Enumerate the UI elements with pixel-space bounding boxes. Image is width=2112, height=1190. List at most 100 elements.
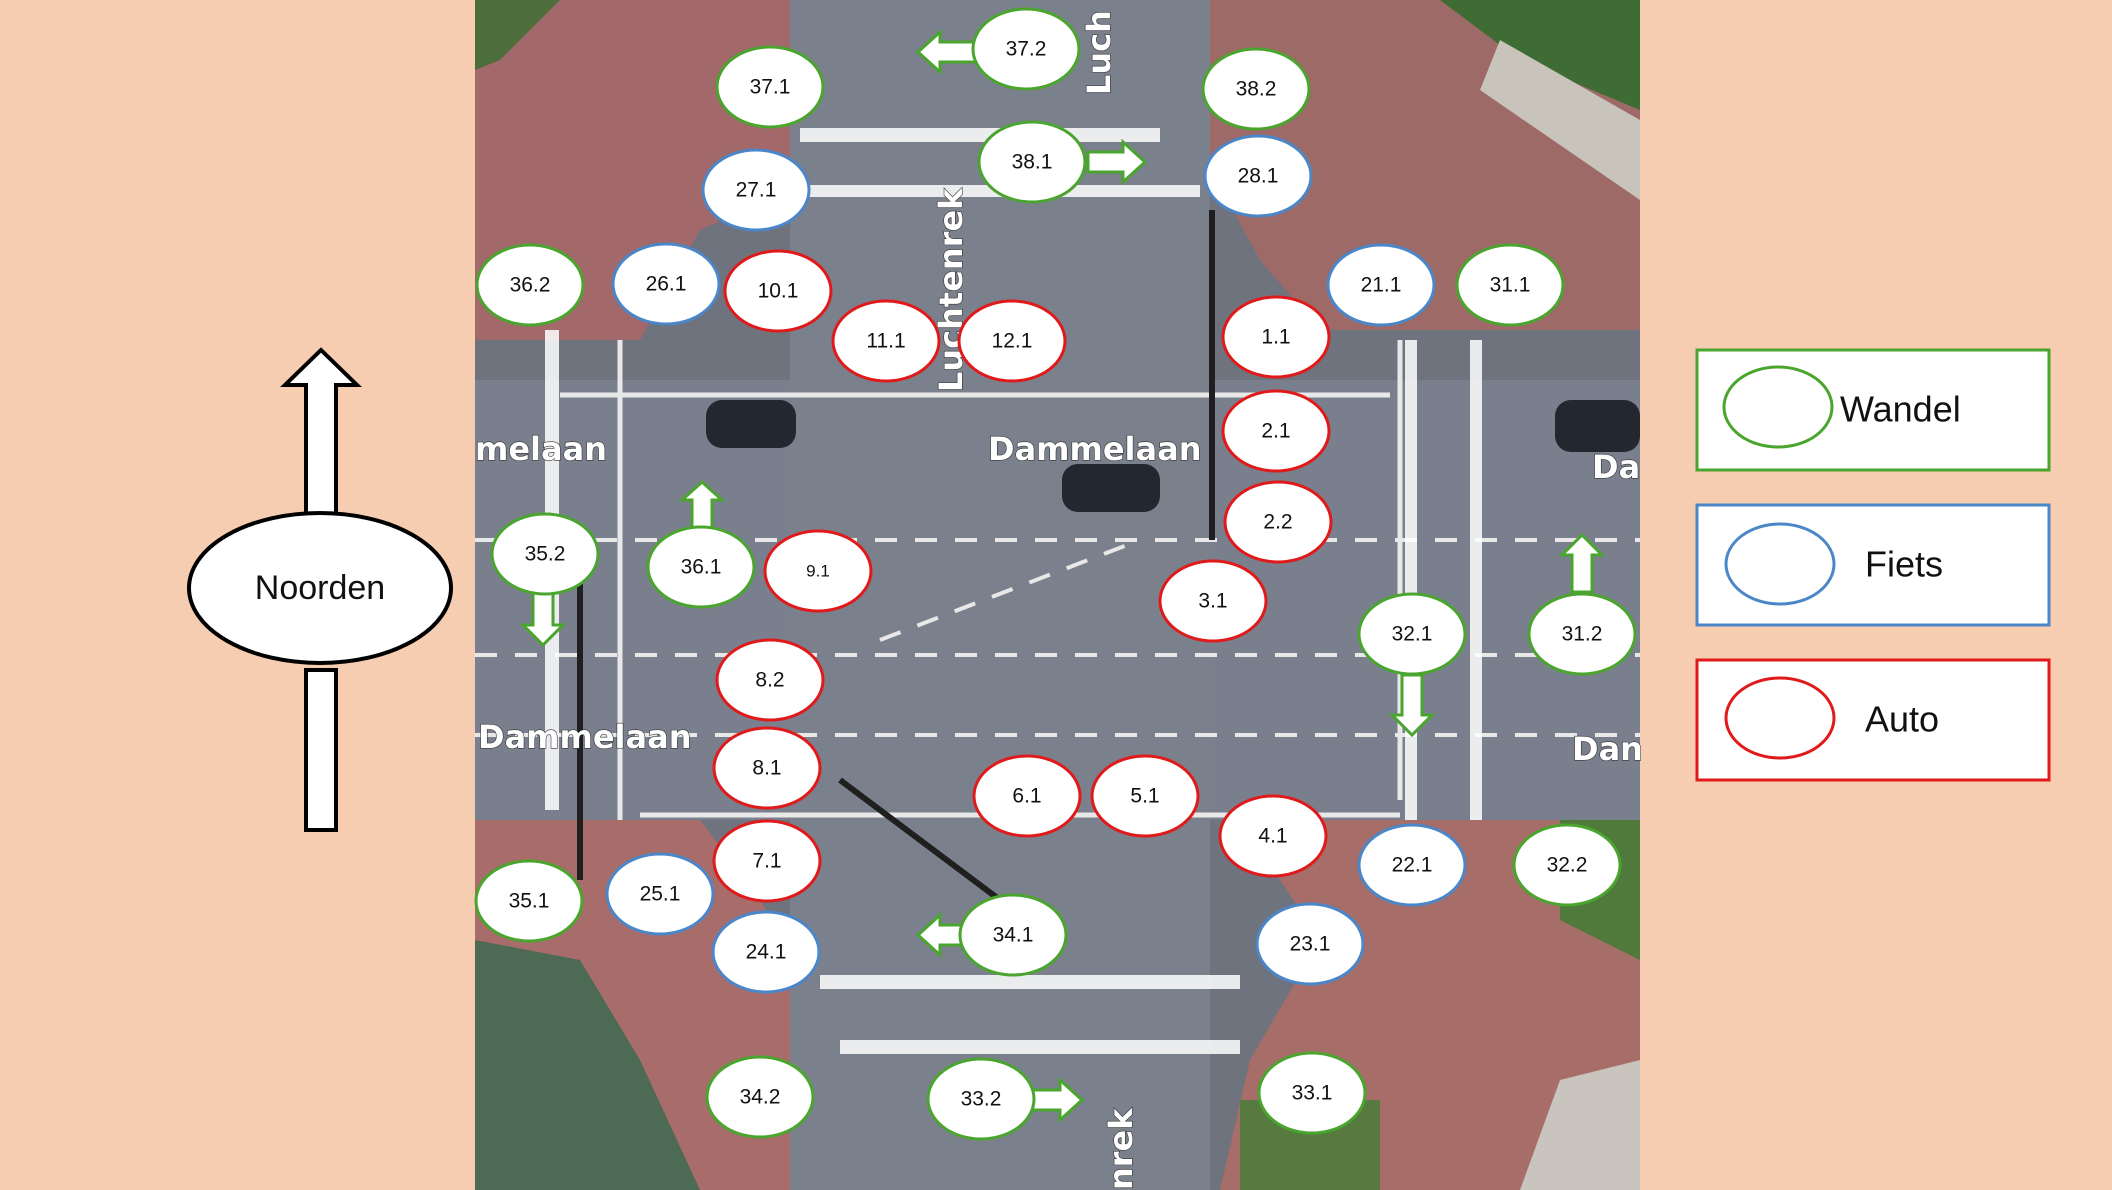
signal-wandel-32-2: 32.2 [1512, 823, 1622, 907]
signal-label: 36.1 [681, 556, 722, 579]
signal-wandel-33-2: 33.2 [926, 1057, 1036, 1141]
signal-ellipse [926, 1057, 1036, 1141]
signal-wandel-37-1: 37.1 [715, 45, 825, 129]
street-dammelaan-left-top: melaan [475, 430, 607, 468]
signal-label: 21.1 [1361, 274, 1402, 297]
signal-ellipse [1221, 295, 1331, 379]
signal-ellipse [957, 299, 1067, 383]
signal-ellipse [711, 910, 821, 994]
signal-label: 38.2 [1236, 78, 1277, 101]
signal-wandel-32-1: 32.1 [1357, 592, 1467, 676]
signal-ellipse [1512, 823, 1622, 907]
signal-label: 33.1 [1292, 1082, 1333, 1105]
street-dammelaan-left-bottom: Dammelaan [478, 718, 691, 756]
signal-fiets-28-1: 28.1 [1203, 134, 1313, 218]
signal-ellipse [1257, 1051, 1367, 1135]
signal-label: 37.2 [1006, 38, 1047, 61]
signal-ellipse [1357, 823, 1467, 907]
signal-ellipse [1090, 754, 1200, 838]
signal-label: 4.1 [1258, 825, 1287, 848]
signal-ellipse [475, 243, 585, 327]
street-luchtenrek-bottom: nrek [1102, 1108, 1140, 1190]
signal-label: 2.2 [1263, 511, 1292, 534]
signal-fiets-24-1: 24.1 [711, 910, 821, 994]
street-dammelaan-center: Dammelaan [988, 430, 1201, 468]
signal-wandel-36-2: 36.2 [475, 243, 585, 327]
signal-label: 33.2 [961, 1088, 1002, 1111]
signal-wandel-31-2: 31.2 [1527, 592, 1637, 676]
direction-arrows [519, 28, 1606, 1124]
signal-ellipse [611, 242, 721, 326]
signal-auto-9-1: 9.1 [763, 529, 873, 613]
signal-ellipse [490, 512, 600, 596]
arrow-up-icon [678, 479, 726, 532]
signal-ellipse [1223, 480, 1333, 564]
signal-ellipse [1221, 389, 1331, 473]
signal-auto-8-1: 8.1 [712, 726, 822, 810]
signal-ellipse [971, 7, 1081, 91]
signal-auto-11-1: 11.1 [831, 299, 941, 383]
signal-label: 9.1 [806, 562, 830, 581]
signal-fiets-25-1: 25.1 [605, 852, 715, 936]
signal-wandel-34-2: 34.2 [705, 1055, 815, 1139]
signal-ellipse [712, 819, 822, 903]
signal-auto-2-1: 2.1 [1221, 389, 1331, 473]
signal-ellipse [723, 249, 833, 333]
signal-wandel-37-2: 37.2 [971, 7, 1081, 91]
signal-label: 3.1 [1198, 590, 1227, 613]
signal-wandel-31-1: 31.1 [1455, 243, 1565, 327]
signal-label: 37.1 [750, 76, 791, 99]
signal-label: 11.1 [866, 330, 905, 353]
compass-ellipse [187, 511, 453, 665]
legend-box-auto [1695, 658, 2051, 782]
signal-label: 34.2 [740, 1086, 781, 1109]
signal-label: 8.2 [755, 669, 784, 692]
signal-wandel-33-1: 33.1 [1257, 1051, 1367, 1135]
signal-label: 5.1 [1130, 785, 1159, 808]
arrow-left-icon [915, 28, 977, 76]
signal-ellipse [1357, 592, 1467, 676]
legend: Wandel Fiets Auto [1695, 348, 2051, 782]
signal-ellipse [958, 893, 1068, 977]
signal-ellipse [977, 120, 1087, 204]
signal-label: 23.1 [1290, 933, 1331, 956]
signal-ellipse [605, 852, 715, 936]
signal-label: 26.1 [646, 273, 687, 296]
signal-label: 7.1 [752, 850, 781, 873]
signal-label: 35.2 [525, 543, 566, 566]
signal-label: 6.1 [1012, 785, 1041, 808]
arrow-up-icon [1558, 532, 1606, 594]
signal-ellipse [1203, 134, 1313, 218]
signal-ellipse [1201, 47, 1311, 131]
signal-ellipse [763, 529, 873, 613]
signal-label: 28.1 [1238, 165, 1279, 188]
signal-ellipse [712, 726, 822, 810]
signal-auto-7-1: 7.1 [712, 819, 822, 903]
street-dammelaan-right-bottom: Dan [1572, 730, 1643, 768]
signal-ellipse [972, 754, 1082, 838]
signal-label: 35.1 [509, 890, 550, 913]
compass-label: Noorden [255, 569, 385, 607]
signal-ellipse [1326, 243, 1436, 327]
signal-ellipse [715, 45, 825, 129]
signal-auto-3-1: 3.1 [1158, 559, 1268, 643]
signal-label: 1.1 [1261, 326, 1290, 349]
north-arrow-icon [280, 347, 362, 832]
street-labels: melaan Dammelaan Da Dammelaan Dan Luchte… [474, 9, 1643, 1190]
signal-ellipse [701, 148, 811, 232]
arrow-right-icon [1086, 138, 1148, 186]
signal-auto-1-1: 1.1 [1221, 295, 1331, 379]
signal-wandel-34-1: 34.1 [958, 893, 1068, 977]
signal-label: 31.2 [1562, 623, 1603, 646]
signal-wandel-38-1: 38.1 [977, 120, 1087, 204]
signal-label: 34.1 [993, 924, 1034, 947]
signal-auto-5-1: 5.1 [1090, 754, 1200, 838]
legend-box-fiets [1695, 503, 2051, 627]
signal-auto-8-2: 8.2 [715, 638, 825, 722]
signal-fiets-21-1: 21.1 [1326, 243, 1436, 327]
signal-ellipse [715, 638, 825, 722]
signal-label: 8.1 [752, 757, 781, 780]
legend-label-auto: Auto [1865, 699, 1939, 740]
signal-ellipse [1158, 559, 1268, 643]
